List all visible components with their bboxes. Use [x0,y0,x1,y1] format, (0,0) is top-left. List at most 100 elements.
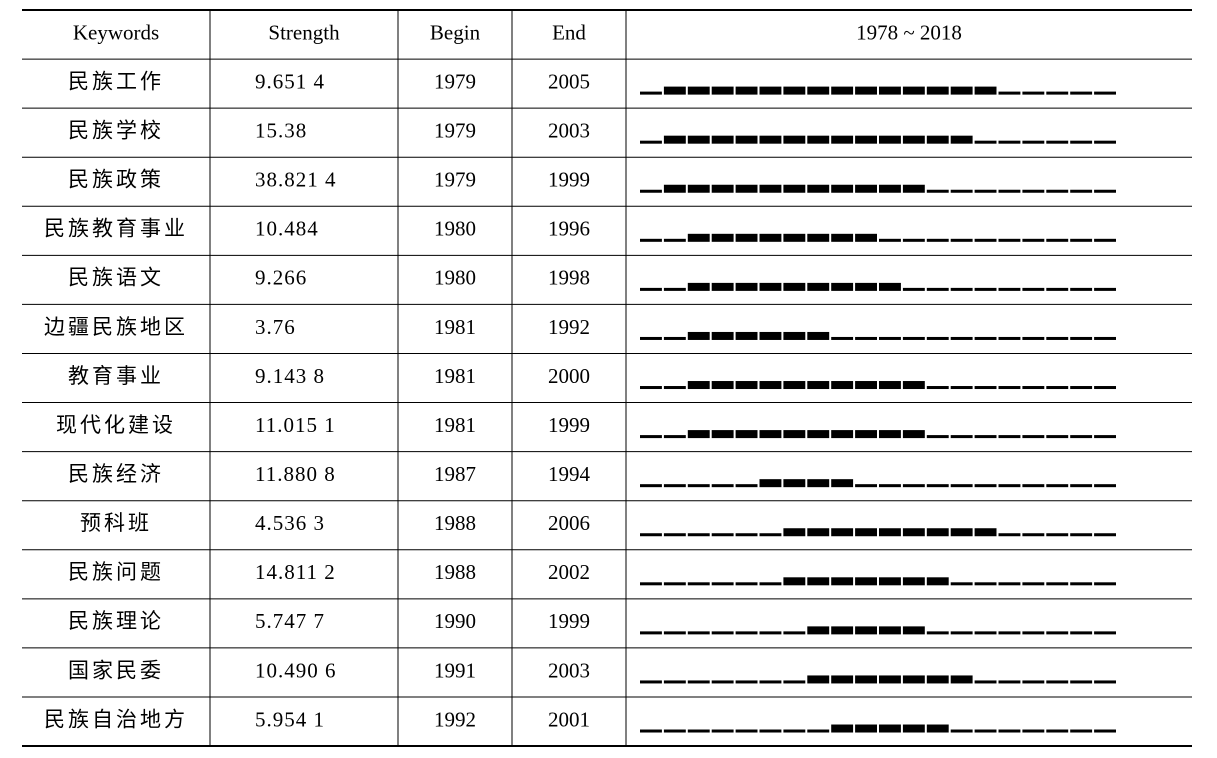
burst-segment [855,577,877,586]
timeline-segment [998,631,1021,635]
end-year: 1999 [548,413,590,437]
strength: 15.38 [255,118,307,142]
begin-year: 1981 [434,364,476,388]
burst-segment [926,675,949,684]
timeline-segment [1070,484,1093,488]
burst-segment [879,577,901,586]
burst-segment [807,282,830,291]
burst-segment [855,381,877,390]
begin-year: 1981 [434,413,476,437]
burst-segment [902,430,925,439]
timeline-segment [926,238,949,242]
burst-segment [855,135,877,144]
timeline-segment [950,435,973,439]
timeline-segment [998,386,1021,390]
burst-segment [926,135,949,144]
burst-segment [974,528,997,537]
burst-segment [735,135,758,144]
timeline-segment [640,287,662,291]
burst-segment [711,184,734,193]
timeline-segment [663,631,686,635]
timeline-segment [831,336,854,340]
burst-segment [783,479,806,488]
burst-segment [783,184,806,193]
burst-segment [950,86,973,95]
timeline-segment [879,484,901,488]
burst-segment [735,430,758,439]
burst-segment [950,675,973,684]
timeline-segment [640,729,662,733]
keyword: 现代化建设 [56,413,176,437]
burst-segment [926,577,949,586]
timeline-segment [640,582,662,586]
burst-segment [950,135,973,144]
keyword: 民族语文 [68,266,164,290]
timeline-segment [974,484,997,488]
timeline-segment [687,729,710,733]
burst-segment [759,282,782,291]
burst-segment [759,381,782,390]
timeline-segment [1070,189,1093,193]
burst-segment [711,331,734,340]
burst-segment [711,233,734,242]
timeline-segment [1046,582,1069,586]
end-year: 2003 [548,118,590,142]
timeline-segment [640,238,662,242]
timeline-segment [783,680,806,684]
timeline-segment [998,91,1021,95]
burst-segment [831,381,854,390]
timeline-segment [998,238,1021,242]
begin-year: 1981 [434,315,476,339]
burst-segment [879,724,901,733]
timeline-segment [1022,386,1045,390]
burst-segment [879,282,901,291]
timeline-segment [1022,533,1045,537]
timeline-segment [1094,189,1116,193]
timeline-segment [1070,238,1093,242]
burst-segment [783,528,806,537]
timeline-segment [1022,140,1045,144]
timeline-segment [950,336,973,340]
timeline-segment [735,631,758,635]
end-year: 1994 [548,462,591,486]
burst-segment [855,724,877,733]
burst-segment [807,184,830,193]
timeline-segment [1046,189,1069,193]
burst-segment [879,430,901,439]
burst-segment [687,86,710,95]
header-cell: Strength [268,20,340,44]
burst-segment [783,381,806,390]
timeline-segment [974,140,997,144]
strength: 10.490 6 [255,658,337,682]
timeline-segment [974,336,997,340]
timeline-segment [1070,435,1093,439]
timeline-segment [1022,484,1045,488]
timeline-segment [687,533,710,537]
timeline-segment [1070,729,1093,733]
timeline-segment [974,238,997,242]
burst-segment [663,86,686,95]
burst-segment [783,86,806,95]
keyword: 边疆民族地区 [44,315,188,339]
strength: 10.484 [255,217,319,241]
timeline-segment [879,238,901,242]
timeline-segment [1094,287,1116,291]
timeline-segment [759,582,782,586]
timeline-segment [759,680,782,684]
burst-segment [783,577,806,586]
burst-segment [831,430,854,439]
timeline-segment [1070,336,1093,340]
keyword: 民族自治地方 [44,707,188,731]
timeline-segment [1046,238,1069,242]
timeline-segment [759,631,782,635]
burst-segment [902,381,925,390]
timeline-segment [1046,435,1069,439]
burst-segment [902,626,925,635]
strength: 9.651 4 [255,69,325,93]
burst-segment [735,184,758,193]
timeline-segment [663,336,686,340]
timeline-segment [1070,680,1093,684]
timeline-segment [640,533,662,537]
header-cell: 1978 ~ 2018 [856,20,962,44]
strength: 3.76 [255,315,296,339]
